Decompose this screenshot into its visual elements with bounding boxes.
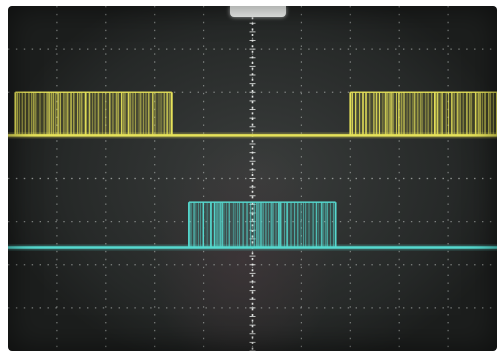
ch2-burst-0-envelope [188,202,336,248]
ch1-burst-1-envelope [350,92,497,136]
channel-1-trace [8,91,497,139]
oscilloscope-screen [8,6,497,351]
trigger-position-marker-icon [230,6,286,17]
waveform-display [8,6,497,351]
channel-2-trace [8,201,497,251]
graticule [8,6,497,351]
